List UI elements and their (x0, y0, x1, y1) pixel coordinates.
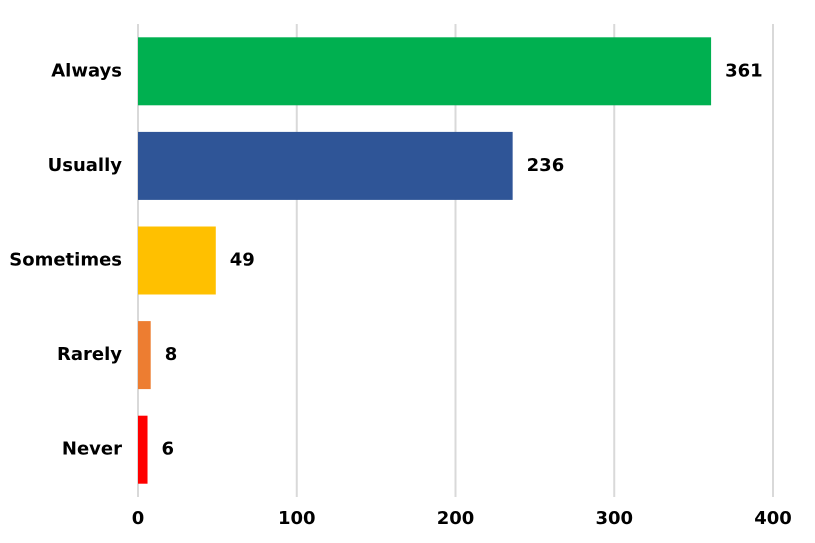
y-tick-label: Always (51, 60, 122, 81)
x-tick-label: 300 (595, 508, 633, 529)
bar (138, 321, 151, 390)
y-tick-label: Never (62, 439, 122, 460)
data-label: 49 (230, 250, 255, 271)
x-tick-label: 0 (132, 508, 145, 529)
data-label: 8 (165, 344, 178, 365)
x-tick-label: 100 (278, 508, 316, 529)
bar (138, 131, 513, 200)
bar (138, 415, 148, 484)
y-tick-label: Rarely (57, 344, 122, 365)
bar (138, 226, 216, 295)
y-tick-label: Usually (48, 155, 123, 176)
x-tick-label: 200 (437, 508, 475, 529)
y-tick-label: Sometimes (9, 250, 122, 271)
data-label: 361 (725, 60, 763, 81)
data-label: 6 (162, 439, 175, 460)
bar (138, 37, 712, 106)
x-tick-label: 400 (754, 508, 792, 529)
data-label: 236 (527, 155, 565, 176)
